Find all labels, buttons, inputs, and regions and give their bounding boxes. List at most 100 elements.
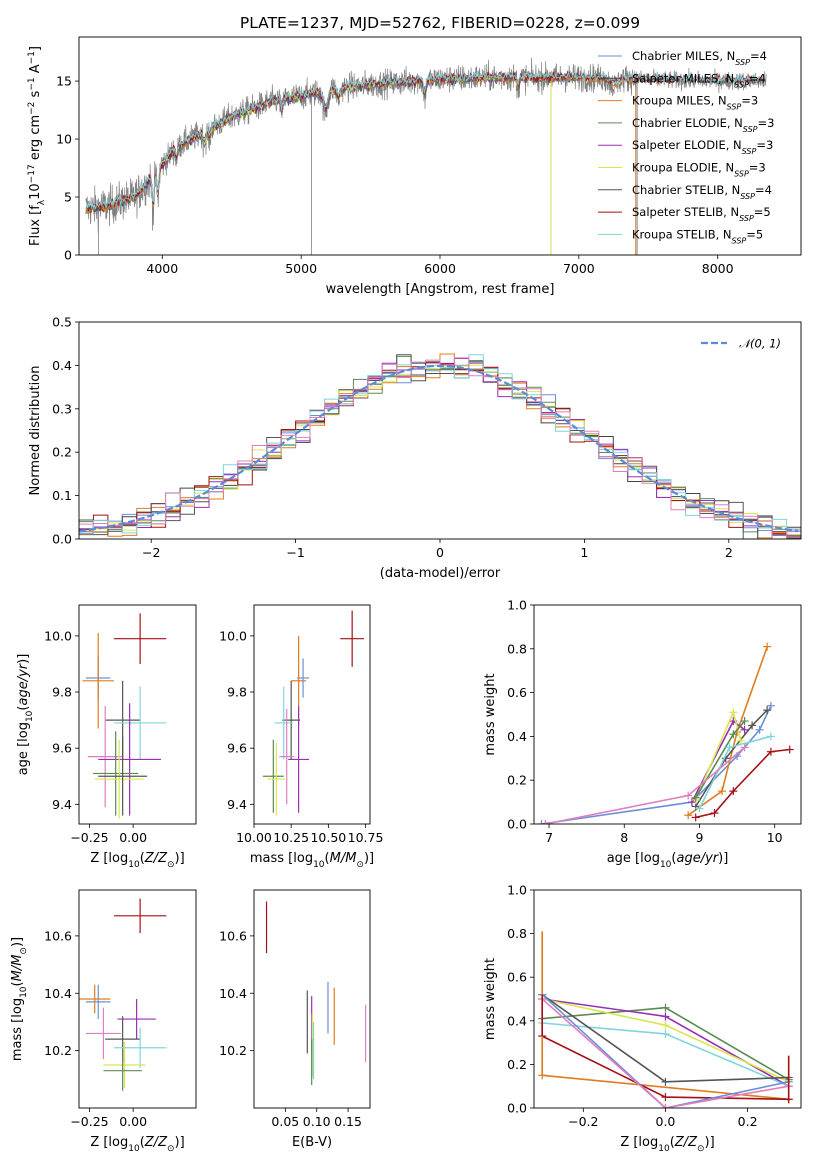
legend-entry: Salpeter STELIB, NSSP=5 (632, 205, 771, 223)
panel-mass_vs_ebv: 0.05 0.10 0.15 10.2 10.4 10.6 E(B-V) (219, 889, 371, 1150)
y-tick-label: 0.2 (52, 445, 72, 460)
y-tick-label: 0.4 (507, 729, 527, 744)
x-tick-label: 10.50 (310, 830, 346, 845)
x-axis-label: age [log10(age/yr)] (607, 851, 729, 870)
legend-entry: Kroupa MILES, NSSP=3 (632, 94, 758, 112)
series-marker (684, 791, 693, 800)
plot-area-mass_vs_Z (79, 898, 167, 1091)
series-marker (661, 1093, 670, 1102)
histogram-step (79, 361, 801, 539)
histogram-step (79, 354, 801, 539)
panel-residuals: −2 −1 0 1 2 0.0 0.1 0.2 0.3 0.4 0.5 𝒩(0, 1) (data-mo… (28, 315, 802, 581)
x-tick-label: 0.15 (334, 1114, 362, 1129)
y-axis-label: mass [log10(M/M⊙)] (10, 937, 29, 1061)
series-marker (684, 811, 693, 820)
series-marker (661, 1104, 670, 1108)
axes-frame (253, 604, 371, 825)
x-tick-label: −1 (286, 545, 304, 560)
y-tick-label: 10.0 (219, 628, 247, 643)
x-tick-label: 0.05 (271, 1114, 299, 1129)
series-line-2 (542, 998, 790, 1087)
model-line (85, 70, 760, 212)
x-tick-label: −0.25 (70, 1114, 108, 1129)
x-axis-label: mass [log10(M/M⊙)] (250, 851, 374, 870)
histogram-step (79, 357, 801, 539)
series-marker (661, 1012, 670, 1021)
legend-entry: Salpeter ELODIE, NSSP=3 (632, 138, 773, 156)
panel-age_vs_Z: −0.25 0.00 9.4 9.6 9.8 10.0 Z [log10(Z/Z⊙)] age… (16, 604, 197, 870)
y-tick-label: 1.0 (507, 883, 527, 898)
series-marker (695, 804, 704, 813)
series-marker (537, 820, 546, 824)
panel-mass_vs_Z: −0.25 0.00 10.2 10.4 10.6 Z [log10(Z/Z⊙)] mass… (10, 889, 197, 1154)
y-tick-label: 0.3 (52, 401, 72, 416)
histogram-step (79, 362, 801, 539)
y-tick-label: 10.6 (219, 928, 247, 943)
axes-frame (78, 889, 197, 1109)
histogram-step (79, 364, 801, 539)
panel-massweight_vs_Z: −0.2 0.0 0.2 0.0 0.2 0.4 0.6 0.8 1.0 Z [log10(Z/Z… (483, 883, 802, 1154)
x-tick-label: −0.2 (568, 1114, 598, 1129)
histogram-step (79, 358, 801, 539)
y-tick-label: 0.2 (507, 773, 527, 788)
y-tick-label: 0.4 (507, 1013, 527, 1028)
series-line-1 (687, 646, 768, 816)
figure-title: PLATE=1237, MJD=52762, FIBERID=0228, z=0… (240, 14, 640, 32)
y-tick-label: 10.6 (44, 928, 72, 943)
series-marker (661, 1003, 670, 1012)
point-age_vs_Z-0 (113, 613, 167, 664)
x-tick-label: −0.25 (70, 830, 108, 845)
y-tick-label: 0.0 (507, 1101, 527, 1116)
series-line-3 (695, 709, 768, 807)
histogram-step (79, 354, 801, 539)
series-marker (766, 747, 775, 756)
series-marker (748, 721, 757, 730)
point-mass_vs_Z-5 (85, 1007, 121, 1060)
x-tick-label: 0.2 (738, 1114, 758, 1129)
axes-frame (533, 889, 802, 1109)
y-axis-label: mass weight (483, 673, 498, 755)
plot-area-age_vs_Z (82, 613, 167, 819)
legend-entry: Chabrier STELIB, NSSP=4 (632, 183, 772, 201)
series-line-7 (541, 994, 789, 1108)
x-tick-label: 0.00 (119, 830, 147, 845)
y-tick-label: 9.8 (52, 685, 72, 700)
x-axis-label: E(B-V) (292, 1135, 332, 1150)
panel-spectrum: 4000 5000 6000 7000 8000 0 5 10 15 Chabrier MILES… (27, 36, 802, 297)
x-axis-label: Z [log10(Z/Z⊙)] (90, 851, 184, 870)
panel-age_vs_mass: 10.00 10.25 10.50 10.75 9.4 9.6 9.8 10.0 mass [l… (219, 604, 383, 870)
x-tick-label: 4000 (146, 261, 178, 276)
series-marker (541, 820, 550, 824)
x-tick-label: 10 (767, 830, 783, 845)
series-marker (763, 642, 772, 651)
legend-entry: Chabrier MILES, NSSP=4 (632, 49, 767, 67)
series-marker (766, 701, 775, 710)
point-age_vs_mass-0 (340, 610, 365, 667)
x-tick-label: 10.25 (273, 830, 309, 845)
series-marker (766, 732, 775, 741)
y-tick-label: 9.4 (52, 797, 72, 812)
series-marker (729, 730, 738, 739)
series-marker (691, 793, 700, 802)
x-tick-label: 6000 (424, 261, 456, 276)
legend-entry: Chabrier ELODIE, NSSP=3 (632, 116, 774, 133)
point-age_vs_mass-5 (279, 708, 295, 805)
y-tick-label: 0.6 (507, 685, 527, 700)
histogram-step (79, 353, 801, 539)
point-mass_vs_Z-1 (85, 984, 111, 1020)
point-mass_vs_Z-8 (103, 1050, 142, 1091)
plot-area-massweight_vs_Z (538, 931, 793, 1108)
panel-massweight_vs_age: 7 8 9 10 0.0 0.2 0.4 0.6 0.8 1.0 age [log10(age/yr… (483, 598, 802, 870)
x-tick-label: 0.00 (119, 1114, 147, 1129)
series-marker (729, 708, 738, 717)
point-age_vs_mass-6 (288, 706, 310, 813)
series-marker (755, 725, 764, 734)
plot-area-residuals (79, 353, 801, 539)
legend-entry: Kroupa ELODIE, NSSP=3 (632, 161, 766, 179)
y-axis-label: age [log10(age/yr)] (16, 654, 35, 776)
axes-frame (78, 36, 802, 256)
series-marker (725, 743, 734, 752)
point-age_vs_Z-9 (98, 736, 148, 816)
y-axis-label: Normed distribution (28, 366, 43, 496)
